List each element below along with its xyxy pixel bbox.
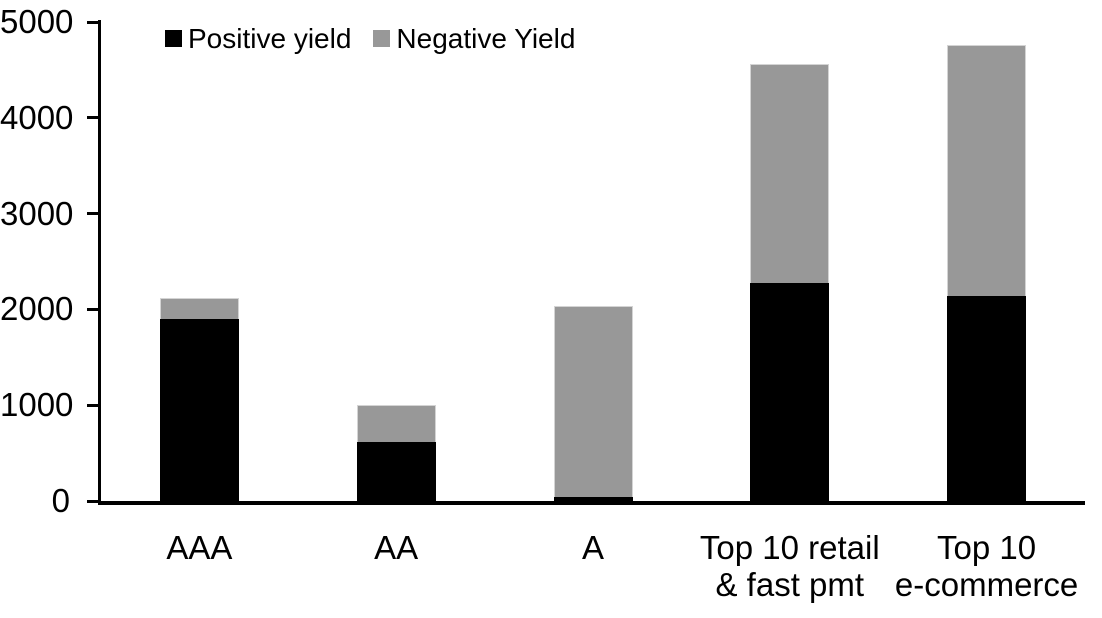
x-axis-label-line: AAA (166, 529, 233, 566)
y-axis-tick (87, 20, 100, 24)
y-axis-tick-label: 5000 (0, 3, 74, 40)
x-axis-label: Top 10 e-commerce (878, 529, 1095, 603)
bar-segment-positive-yield (159, 318, 239, 501)
bar-segment-positive-yield (947, 295, 1027, 501)
x-axis-label: AA (288, 529, 505, 566)
bar-segment-positive-yield (750, 282, 830, 501)
x-axis-line (98, 501, 1085, 505)
x-axis-label: AAA (91, 529, 308, 566)
y-axis-tick-label: 4000 (0, 98, 74, 136)
x-axis-label-line: AA (374, 529, 419, 566)
bar-segment-positive-yield (356, 441, 436, 501)
bar-top-10-retail-fast-pmt (750, 64, 830, 501)
legend-label: Positive yield (188, 22, 352, 54)
x-axis-label-line: & fast pmt (715, 566, 865, 603)
bar-segment-negative-yield (356, 405, 436, 442)
bar-top-10-e-commerce (947, 44, 1027, 501)
y-axis-tick (87, 403, 100, 407)
x-axis-label-line: e-commerce (894, 566, 1079, 603)
legend-swatch-icon (373, 30, 391, 47)
bar-aa (356, 405, 436, 501)
chart-legend: Positive yield Negative Yield (165, 22, 575, 55)
bar-a (553, 305, 633, 501)
x-axis-label-line: A (581, 529, 604, 566)
y-axis-tick-label: 1000 (0, 386, 74, 424)
bar-segment-positive-yield (553, 497, 633, 501)
y-axis-tick-label: 3000 (0, 194, 74, 232)
y-axis-line (98, 20, 101, 503)
bar-segment-negative-yield (947, 44, 1027, 296)
legend-item: Positive yield (165, 23, 351, 55)
y-axis-tick-label: 0 (51, 482, 70, 519)
bar-segment-negative-yield (750, 64, 830, 283)
bar-aaa (159, 297, 239, 501)
y-axis-tick (87, 212, 100, 216)
legend-item: Negative Yield (373, 23, 575, 55)
x-axis-label: Top 10 retail & fast pmt (681, 529, 898, 603)
x-axis-label-line: Top 10 (937, 529, 1037, 566)
legend-label: Negative Yield (396, 22, 576, 54)
y-axis-tick (87, 499, 100, 503)
y-axis-tick-label: 2000 (0, 290, 74, 328)
bar-segment-negative-yield (159, 297, 239, 319)
x-axis-label: A (485, 529, 702, 566)
bar-segment-negative-yield (553, 305, 633, 498)
legend-swatch-icon (165, 30, 182, 47)
x-axis-label-line: Top 10 retail (699, 529, 880, 566)
y-axis-tick (87, 116, 100, 120)
y-axis-tick (87, 307, 100, 311)
